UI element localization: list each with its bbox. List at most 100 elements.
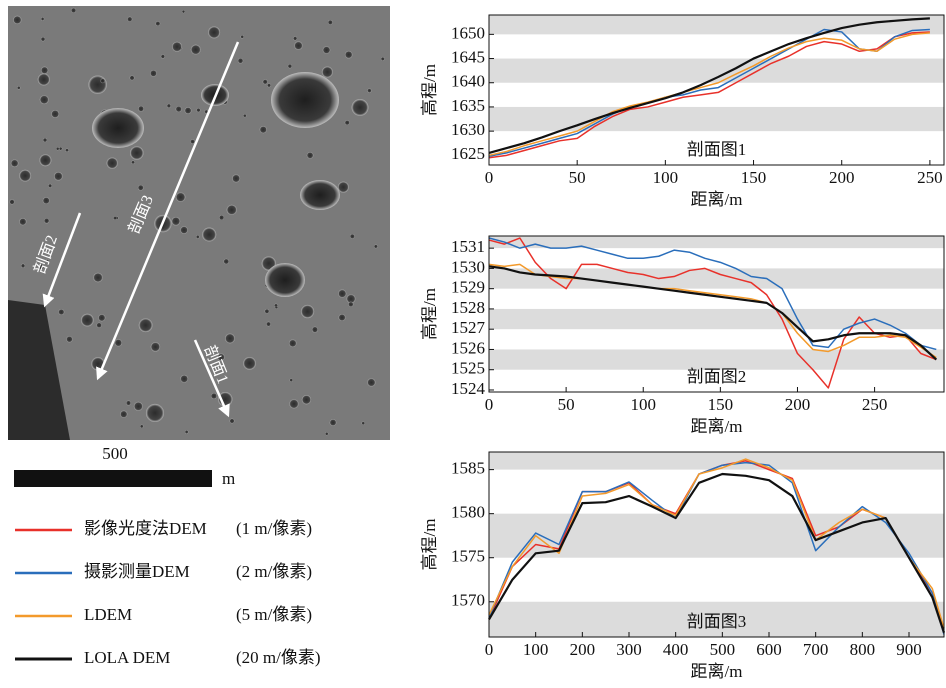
crater [374,244,378,249]
crater [289,378,293,382]
crater [289,399,299,409]
crater [133,401,143,411]
crater [274,303,278,308]
crater [171,216,181,226]
crater [264,309,270,314]
grid-band [489,308,944,330]
crater [93,272,103,283]
crater [120,410,128,418]
lunar-map: 剖面1 剖面2 剖面3 [8,6,390,440]
series-line [488,17,930,154]
legend-resolution: (1 m/像素) [236,519,312,538]
y-tick-label: 1630 [451,120,485,139]
crater [13,15,22,25]
crater [65,148,69,152]
crater [190,44,201,55]
plot-frame [488,235,945,393]
crater [126,400,131,406]
crater [271,72,339,128]
grid-band [489,268,944,289]
crater [325,432,329,436]
crater [56,147,60,151]
crater [259,126,267,134]
crater [300,304,315,319]
profile-line [193,339,230,418]
y-tick-label: 1570 [451,591,485,610]
legend-label: LDEM [84,605,132,624]
crater [39,154,52,167]
x-tick-label: 0 [485,640,494,659]
crater [71,7,77,13]
series-line [488,461,945,635]
chart-title: 剖面图1 [687,140,747,159]
x-tick-label: 200 [570,640,596,659]
crater [223,258,229,265]
craters [9,7,385,436]
scale-unit: m [222,469,235,488]
scale-bar [14,470,212,487]
crater [208,26,221,39]
crater [293,36,298,41]
y-tick-label: 1530 [451,257,485,276]
x-tick-label: 250 [917,168,943,187]
crater [138,105,144,112]
crater [266,321,271,327]
crater [267,83,271,88]
crater [181,10,185,14]
crater [40,37,46,42]
series-line [488,32,930,157]
y-tick-label: 1524 [451,379,486,398]
legend-label: LOLA DEM [84,648,170,667]
crater [229,418,235,424]
crater [19,169,32,182]
crater [184,430,189,434]
crater [311,326,318,333]
chart-title: 剖面图2 [687,367,747,386]
crater [327,20,333,25]
plot-frame [488,14,945,166]
crater [219,215,225,221]
crater [240,35,244,39]
legend-resolution: (20 m/像素) [236,648,321,667]
crater [172,41,183,52]
crater [348,301,354,307]
x-tick-label: 250 [862,395,888,414]
grid-band [489,601,944,637]
crater [155,21,161,26]
profile-line [96,41,240,381]
y-axis-label: 高程/m [420,64,439,116]
y-tick-label: 1531 [451,237,485,256]
y-tick-label: 1625 [451,144,485,163]
crater [380,57,385,61]
crater [40,66,49,74]
x-tick-label: 400 [663,640,689,659]
shadow-region [8,300,70,440]
crater [53,171,63,181]
crater [66,336,73,343]
crater [113,216,117,220]
y-tick-label: 1575 [451,547,485,566]
crater [41,17,45,21]
x-tick-label: 0 [485,395,494,414]
crater [131,160,135,164]
crater [138,318,153,333]
x-axis-label: 距离/m [691,190,743,209]
x-tick-label: 800 [850,640,876,659]
crater [48,183,52,188]
x-tick-label: 150 [708,395,734,414]
x-tick-label: 50 [558,395,575,414]
crater [145,403,165,423]
grid-band [489,106,944,132]
crater [150,69,157,77]
crater [338,289,347,298]
crater [45,259,50,263]
x-tick-label: 50 [569,168,586,187]
crater [19,218,27,226]
x-tick-label: 200 [829,168,855,187]
crater [196,235,200,239]
y-tick-label: 1527 [451,318,486,337]
grid-band [489,349,944,370]
legend-label: 摄影测量DEM [84,562,190,581]
crater [202,227,217,242]
crater [92,108,144,148]
